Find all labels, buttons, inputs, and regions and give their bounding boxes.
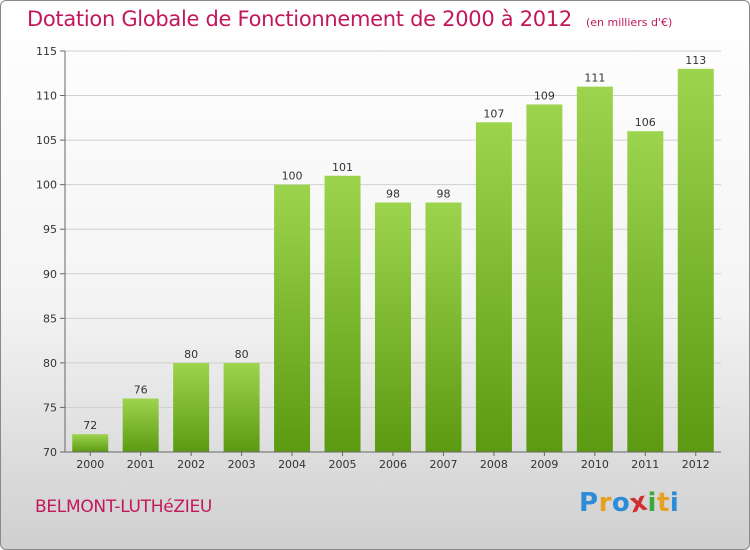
bars: 72 76 80 80 100 101 98 98 107 109 111 106 113 <box>72 54 714 453</box>
data-label-2001: 76 <box>134 384 148 397</box>
logo-letter: t <box>656 488 670 518</box>
x-tick-label-2002: 2002 <box>177 458 205 471</box>
data-label-2000: 72 <box>83 419 97 432</box>
x-tick-label-2009: 2009 <box>530 458 558 471</box>
bar-2003 <box>223 362 260 452</box>
y-tick-label: 95 <box>43 223 57 236</box>
bar-2005 <box>324 175 361 452</box>
proxiti-logo: Proxiti <box>579 487 680 520</box>
x-axis: 2000 2001 2002 2003 2004 2005 2006 2007 2008 2009… <box>65 451 721 471</box>
y-tick-label: 105 <box>36 134 57 147</box>
x-tick-label-2004: 2004 <box>278 458 306 471</box>
data-label-2008: 107 <box>483 107 504 120</box>
x-tick-label-2000: 2000 <box>76 458 104 471</box>
y-axis: 70 75 80 85 90 95 100 105 110 115 <box>36 45 66 459</box>
y-tick-label: 75 <box>43 401 57 414</box>
data-label-2009: 109 <box>534 89 555 102</box>
y-tick-label: 115 <box>36 45 57 58</box>
data-label-2003: 80 <box>235 348 249 361</box>
bar-2006 <box>375 202 411 452</box>
x-tick-label-2012: 2012 <box>682 458 710 471</box>
y-tick-label: 70 <box>43 446 57 459</box>
y-tick-label: 80 <box>43 357 57 370</box>
bar-2004 <box>274 184 311 452</box>
chart-title-text: Dotation Globale de Fonctionnement de 20… <box>27 7 572 31</box>
x-tick-label-2007: 2007 <box>429 458 457 471</box>
bar-2010 <box>576 86 613 453</box>
commune-name: BELMONT-LUTHéZIEU <box>35 497 213 517</box>
chart-title: Dotation Globale de Fonctionnement de 20… <box>27 7 672 31</box>
data-label-2004: 100 <box>282 170 303 183</box>
logo-letter: i <box>669 488 680 518</box>
bar-2011 <box>627 131 664 452</box>
logo-letter: P <box>579 488 599 518</box>
data-label-2007: 98 <box>436 187 450 200</box>
y-tick-label: 110 <box>36 90 57 103</box>
bar-2009 <box>526 104 563 452</box>
data-label-2005: 101 <box>332 161 353 174</box>
x-tick-label-2003: 2003 <box>228 458 256 471</box>
x-tick-label-2010: 2010 <box>581 458 609 471</box>
logo-letter: o <box>611 488 631 518</box>
bar-2008 <box>475 122 512 453</box>
data-label-2010: 111 <box>584 72 605 85</box>
y-tick-label: 85 <box>43 312 57 325</box>
bar-2002 <box>173 362 210 452</box>
y-tick-label: 100 <box>36 179 57 192</box>
logo-letter: i <box>647 488 657 518</box>
chart-unit: (en milliers d'€) <box>585 16 673 29</box>
x-tick-label-2006: 2006 <box>379 458 407 471</box>
data-label-2006: 98 <box>386 187 400 200</box>
bar-2000 <box>72 434 109 452</box>
data-label-2012: 113 <box>685 54 706 67</box>
x-tick-label-2011: 2011 <box>631 458 659 471</box>
x-tick-label-2005: 2005 <box>329 458 357 471</box>
data-label-2002: 80 <box>184 348 198 361</box>
x-tick-label-2008: 2008 <box>480 458 508 471</box>
bar-2012 <box>677 68 714 453</box>
bar-2001 <box>122 398 159 452</box>
x-tick-label-2001: 2001 <box>127 458 155 471</box>
y-tick-label: 90 <box>43 268 57 281</box>
bar-2007 <box>425 202 462 452</box>
data-label-2011: 106 <box>635 116 656 129</box>
logo-letter: r <box>598 488 612 518</box>
